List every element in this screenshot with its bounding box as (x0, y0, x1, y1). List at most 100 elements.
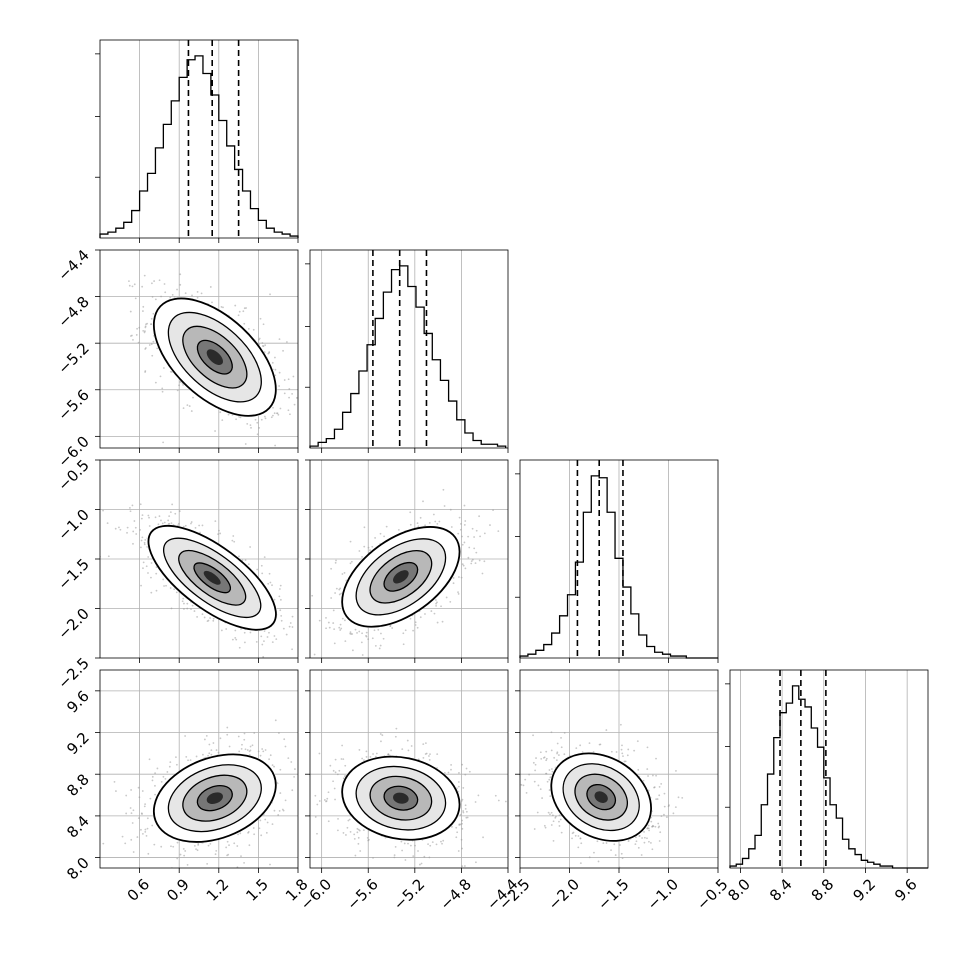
scatter-point (442, 488, 445, 491)
scatter-point (274, 356, 276, 359)
scatter-point (250, 426, 252, 429)
scatter-point (452, 577, 455, 579)
scatter-point (323, 799, 326, 801)
scatter-point (374, 755, 377, 758)
scatter-point (142, 561, 145, 564)
scatter-point (299, 805, 301, 807)
scatter-point (136, 836, 139, 838)
scatter-point (280, 619, 283, 622)
scatter-point (238, 415, 241, 418)
scatter-point (402, 632, 405, 635)
scatter-point (394, 735, 397, 738)
scatter-point (155, 589, 158, 592)
scatter-point (558, 820, 560, 823)
scatter-point (226, 726, 229, 729)
scatter-point (461, 563, 464, 566)
scatter-point (134, 297, 137, 300)
scatter-point (436, 601, 438, 604)
scatter-point (435, 599, 437, 601)
scatter-point (332, 780, 334, 783)
scatter-point (178, 384, 180, 387)
scatter-point (473, 536, 475, 538)
scatter-point (263, 630, 266, 632)
scatter-point (348, 818, 351, 821)
scatter-point (414, 624, 417, 626)
scatter-point (183, 854, 186, 857)
y-tick-label: 8.0 (63, 854, 93, 884)
scatter-point (210, 753, 213, 756)
scatter-point (461, 763, 464, 766)
scatter-point (333, 787, 336, 790)
scatter-point (394, 845, 397, 848)
scatter-point (130, 812, 133, 814)
scatter-point (243, 738, 246, 741)
scatter-point (234, 629, 237, 632)
contour-line (369, 550, 433, 604)
scatter-point (266, 636, 269, 638)
scatter-point (176, 288, 178, 291)
scatter-point (291, 648, 293, 651)
scatter-point (139, 503, 142, 506)
scatter-point (283, 392, 286, 395)
scatter-point (278, 385, 280, 387)
scatter-point (409, 844, 412, 847)
scatter-point (353, 833, 356, 836)
scatter-point (475, 551, 478, 554)
scatter-point (151, 779, 154, 782)
scatter-point (422, 500, 424, 503)
scatter-point (215, 749, 218, 751)
scatter-point (278, 338, 281, 341)
scatter-point (292, 375, 295, 378)
scatter-point (282, 349, 284, 352)
scatter-point (196, 296, 199, 299)
scatter-point (409, 511, 412, 514)
scatter-point (182, 597, 185, 600)
scatter-point (132, 530, 135, 533)
scatter-point (267, 582, 270, 585)
histogram-0 (99, 55, 299, 238)
density-panel (100, 503, 294, 658)
scatter-point (240, 855, 242, 858)
scatter-point (262, 345, 265, 348)
scatter-point (461, 865, 464, 868)
scatter-point (150, 317, 153, 320)
scatter-point (228, 745, 231, 748)
scatter-point (340, 592, 343, 595)
scatter-point (318, 800, 321, 802)
scatter-point (278, 810, 281, 812)
scatter-point (163, 521, 166, 524)
scatter-point (273, 635, 276, 637)
scatter-point (248, 870, 250, 872)
scatter-point (128, 280, 130, 283)
scatter-point (155, 572, 158, 575)
scatter-point (131, 285, 134, 288)
scatter-point (214, 853, 217, 856)
scatter-point (552, 839, 555, 842)
scatter-point (261, 748, 264, 750)
scatter-point (197, 844, 200, 846)
scatter-point (393, 854, 396, 857)
scatter-point (558, 814, 561, 817)
scatter-point (458, 576, 460, 578)
scatter-point (455, 826, 458, 829)
scatter-point (460, 838, 463, 841)
scatter-point (461, 827, 464, 830)
scatter-point (341, 744, 344, 747)
scatter-point (459, 823, 462, 826)
scatter-point (243, 307, 246, 310)
scatter-point (306, 780, 308, 782)
scatter-point (404, 859, 407, 861)
scatter-point (239, 832, 242, 835)
scatter-point (203, 616, 206, 619)
scatter-point (465, 816, 468, 819)
scatter-point (198, 524, 201, 527)
scatter-point (346, 826, 349, 829)
scatter-point (233, 540, 236, 543)
x-tick-label: 9.2 (849, 875, 879, 905)
scatter-point (356, 831, 359, 834)
scatter-point (457, 850, 460, 852)
scatter-point (349, 631, 352, 634)
scatter-point (196, 291, 199, 293)
scatter-point (305, 804, 307, 806)
scatter-point (205, 735, 208, 737)
